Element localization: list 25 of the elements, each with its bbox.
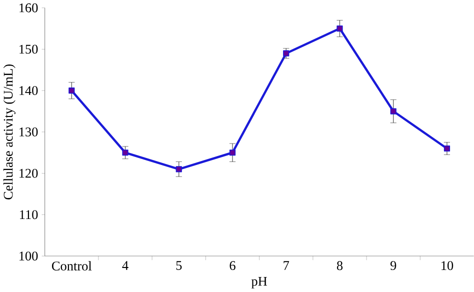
x-tick-label: 9 (390, 261, 396, 270)
point (122, 150, 128, 156)
x-tick-label: 5 (176, 261, 182, 270)
point (283, 50, 290, 56)
y-tick-label: 160 (20, 3, 38, 12)
x-tick-label: 10 (442, 261, 454, 270)
x-tick-label: 6 (230, 261, 236, 270)
y-tick-label: 130 (20, 128, 38, 136)
x-tick-label: Control (52, 261, 92, 271)
x-tick-label: 4 (122, 261, 128, 270)
point (176, 166, 182, 172)
y-tick-label: 150 (20, 44, 38, 54)
y-tick-label: 140 (20, 86, 38, 96)
point (390, 108, 396, 114)
point (68, 88, 75, 94)
y-tick-label: 100 (20, 252, 38, 261)
y-tick-label: 110 (20, 210, 38, 220)
x-axis-title: pH (251, 277, 268, 289)
x-tick-label: 7 (284, 261, 290, 270)
y-tick-label: 120 (20, 168, 38, 178)
point (336, 26, 343, 32)
y-axis-title: Cellulase activity (U/mL) (3, 64, 16, 200)
point (229, 150, 236, 156)
x-tick-label: 8 (336, 261, 343, 270)
point (444, 146, 450, 152)
